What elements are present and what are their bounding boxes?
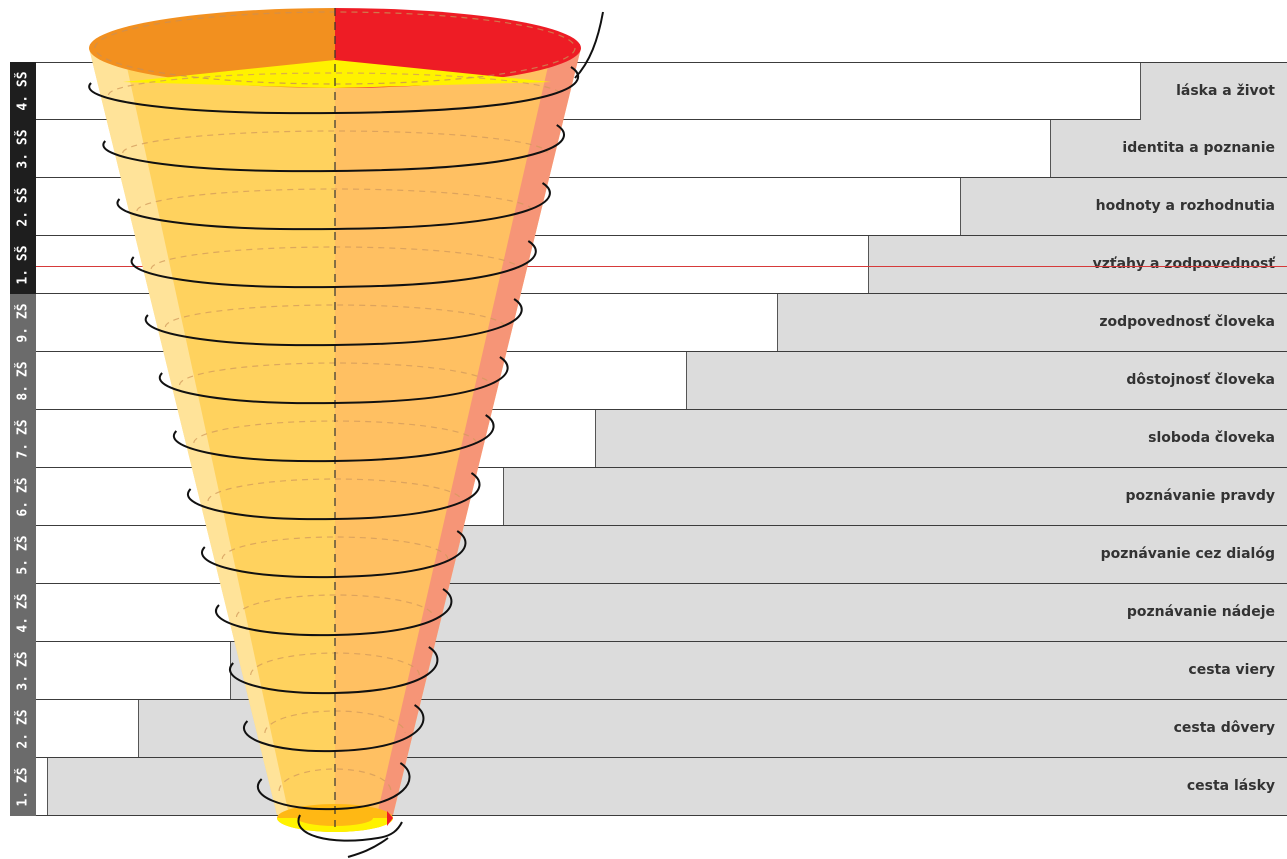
spiral-bottom-end xyxy=(347,837,389,858)
funnel-inner-ring xyxy=(136,188,534,212)
level-topic-label: vzťahy a zodpovednosť xyxy=(1092,256,1275,272)
funnel-inner-ring xyxy=(207,478,463,502)
level-topic-label: poznávanie cez dialóg xyxy=(1100,546,1275,562)
grade-tab: 1. ZŠ xyxy=(10,758,36,816)
level-topic-label: cesta viery xyxy=(1188,662,1275,678)
funnel-inner-ring xyxy=(221,536,449,560)
grade-tab: 2. SŠ xyxy=(10,178,36,236)
level-topic-label: sloboda človeka xyxy=(1148,430,1275,446)
spiral-loop xyxy=(144,298,523,347)
level-topic-label: cesta dôvery xyxy=(1173,720,1275,736)
grade-tab: 9. ZŠ xyxy=(10,294,36,352)
level-step: poznávanie nádeje xyxy=(320,584,1287,641)
spiral-loop xyxy=(256,762,411,811)
spiral-loop xyxy=(187,472,481,521)
level-topic-label: identita a poznanie xyxy=(1122,140,1275,156)
grade-tab: 2. ZŠ xyxy=(10,700,36,758)
spiral-loop xyxy=(201,530,467,579)
spiral-bottom-loop xyxy=(297,814,403,842)
level-step: sloboda človeka xyxy=(595,410,1287,467)
grade-tab: 3. SŠ xyxy=(10,120,36,178)
spiral-loop xyxy=(229,646,439,695)
level-step: poznávanie cez dialóg xyxy=(412,526,1287,583)
spiral-loop xyxy=(130,240,537,289)
level-step: poznávanie pravdy xyxy=(503,468,1287,525)
spiral-loop xyxy=(215,588,453,637)
spiral-loop xyxy=(102,124,565,173)
level-row: poznávanie nádeje xyxy=(10,584,1287,642)
level-topic-label: poznávanie pravdy xyxy=(1125,488,1275,504)
grade-tab: 7. ZŠ xyxy=(10,410,36,468)
funnel-inner-ring xyxy=(164,304,506,328)
grade-tab: 6. ZŠ xyxy=(10,468,36,526)
level-step: vzťahy a zodpovednosť xyxy=(868,236,1287,293)
level-step: hodnoty a rozhodnutia xyxy=(960,178,1287,235)
level-step: cesta lásky xyxy=(47,758,1287,815)
level-topic-label: cesta lásky xyxy=(1186,778,1275,794)
funnel-left-edge xyxy=(89,48,289,815)
funnel-inner-ring xyxy=(278,768,392,792)
spiral-loop xyxy=(173,414,495,463)
funnel-bottom-red xyxy=(387,811,393,826)
level-topic-label: láska a život xyxy=(1176,83,1275,99)
level-row: cesta lásky xyxy=(10,758,1287,816)
level-step: zodpovednosť človeka xyxy=(777,294,1287,351)
grade-tab: 5. ZŠ xyxy=(10,526,36,584)
level-step: identita a poznanie xyxy=(1050,120,1287,177)
grade-tab: 8. ZŠ xyxy=(10,352,36,410)
school-level-divider xyxy=(36,266,1287,267)
level-row: poznávanie pravdy xyxy=(10,468,1287,526)
level-topic-label: zodpovednosť človeka xyxy=(1099,314,1275,330)
spiral-loop xyxy=(116,182,551,231)
funnel-inner-ring xyxy=(235,594,435,618)
spiral-loop xyxy=(159,356,509,405)
spiral-loop xyxy=(88,66,579,115)
funnel-inner-ring xyxy=(107,72,563,96)
spiral-top-end xyxy=(574,11,604,79)
spiral-loop xyxy=(243,704,425,753)
grade-tab: 3. ZŠ xyxy=(10,642,36,700)
funnel-inner-ring xyxy=(122,130,548,154)
level-topic-label: dôstojnosť človeka xyxy=(1126,372,1275,388)
level-step: láska a život xyxy=(1140,63,1287,120)
level-step: dôstojnosť človeka xyxy=(686,352,1287,409)
funnel-bottom-rim xyxy=(277,818,393,832)
funnel-top-yellow xyxy=(123,60,551,88)
grade-tab: 4. SŠ xyxy=(10,62,36,120)
grade-tab: 4. ZŠ xyxy=(10,584,36,642)
grade-tab: 1. SŠ xyxy=(10,236,36,294)
level-topic-label: poznávanie nádeje xyxy=(1126,604,1275,620)
level-topic-label: hodnoty a rozhodnutia xyxy=(1095,198,1275,214)
